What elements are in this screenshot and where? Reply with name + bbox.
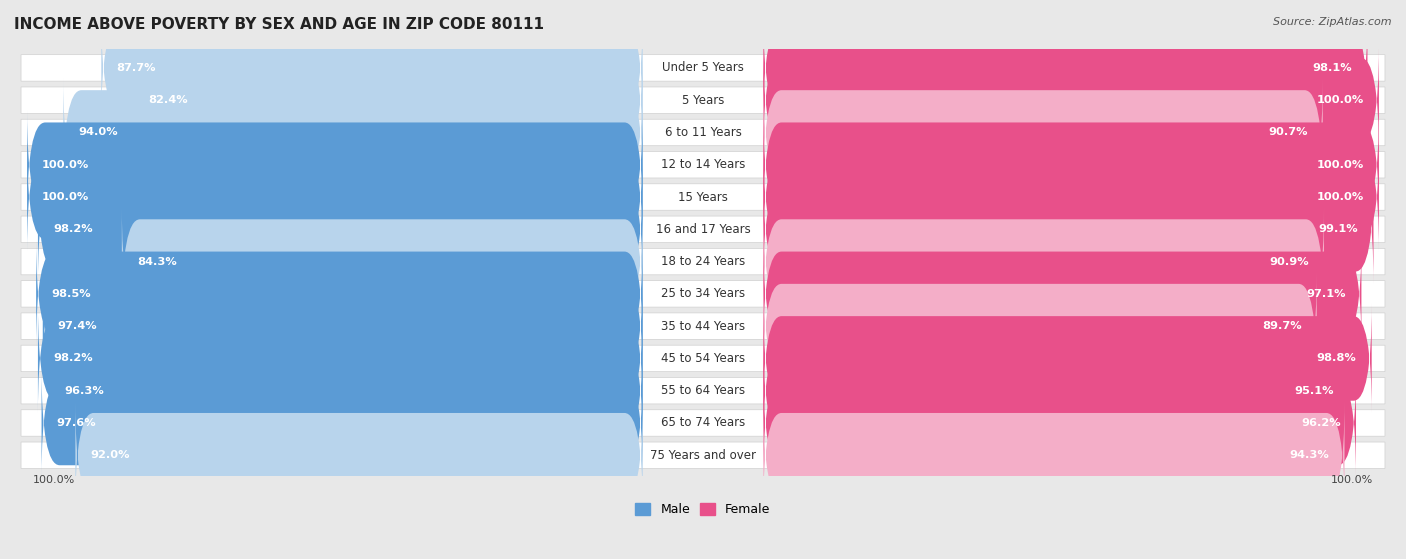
- FancyBboxPatch shape: [122, 207, 643, 316]
- Text: 90.7%: 90.7%: [1268, 127, 1308, 138]
- FancyBboxPatch shape: [763, 143, 1379, 252]
- Text: 6 to 11 Years: 6 to 11 Years: [665, 126, 741, 139]
- Text: 100.0%: 100.0%: [42, 192, 90, 202]
- FancyBboxPatch shape: [763, 304, 1372, 413]
- FancyBboxPatch shape: [49, 336, 643, 446]
- FancyBboxPatch shape: [63, 78, 643, 187]
- FancyBboxPatch shape: [21, 281, 1385, 307]
- Text: 100.0%: 100.0%: [1316, 95, 1364, 105]
- FancyBboxPatch shape: [763, 78, 1323, 187]
- Text: 35 to 44 Years: 35 to 44 Years: [661, 320, 745, 333]
- Text: 100.0%: 100.0%: [34, 475, 76, 485]
- Text: 15 Years: 15 Years: [678, 191, 728, 203]
- Text: 97.1%: 97.1%: [1306, 289, 1347, 299]
- FancyBboxPatch shape: [134, 46, 643, 155]
- Text: 12 to 14 Years: 12 to 14 Years: [661, 158, 745, 171]
- Text: 87.7%: 87.7%: [117, 63, 156, 73]
- Text: 45 to 54 Years: 45 to 54 Years: [661, 352, 745, 365]
- FancyBboxPatch shape: [37, 239, 643, 348]
- Text: 65 to 74 Years: 65 to 74 Years: [661, 416, 745, 429]
- FancyBboxPatch shape: [21, 248, 1385, 275]
- FancyBboxPatch shape: [763, 46, 1379, 155]
- FancyBboxPatch shape: [42, 272, 643, 381]
- Legend: Male, Female: Male, Female: [630, 498, 776, 522]
- Text: 84.3%: 84.3%: [136, 257, 177, 267]
- FancyBboxPatch shape: [763, 336, 1350, 446]
- Text: 16 and 17 Years: 16 and 17 Years: [655, 223, 751, 236]
- FancyBboxPatch shape: [21, 410, 1385, 436]
- Text: 5 Years: 5 Years: [682, 94, 724, 107]
- FancyBboxPatch shape: [21, 55, 1385, 81]
- Text: 18 to 24 Years: 18 to 24 Years: [661, 255, 745, 268]
- FancyBboxPatch shape: [38, 175, 643, 284]
- FancyBboxPatch shape: [38, 304, 643, 413]
- FancyBboxPatch shape: [763, 175, 1374, 284]
- Text: 55 to 64 Years: 55 to 64 Years: [661, 384, 745, 397]
- FancyBboxPatch shape: [101, 13, 643, 122]
- Text: INCOME ABOVE POVERTY BY SEX AND AGE IN ZIP CODE 80111: INCOME ABOVE POVERTY BY SEX AND AGE IN Z…: [14, 17, 544, 32]
- Text: 100.0%: 100.0%: [1316, 192, 1364, 202]
- FancyBboxPatch shape: [763, 110, 1379, 219]
- FancyBboxPatch shape: [21, 119, 1385, 146]
- FancyBboxPatch shape: [27, 143, 643, 252]
- Text: 25 to 34 Years: 25 to 34 Years: [661, 287, 745, 300]
- Text: 97.4%: 97.4%: [58, 321, 97, 331]
- Text: 89.7%: 89.7%: [1263, 321, 1302, 331]
- Text: 100.0%: 100.0%: [1330, 475, 1372, 485]
- FancyBboxPatch shape: [27, 110, 643, 219]
- Text: 94.0%: 94.0%: [79, 127, 118, 138]
- FancyBboxPatch shape: [21, 345, 1385, 372]
- FancyBboxPatch shape: [21, 442, 1385, 468]
- Text: 99.1%: 99.1%: [1319, 224, 1358, 234]
- Text: 98.1%: 98.1%: [1313, 63, 1353, 73]
- Text: 75 Years and over: 75 Years and over: [650, 449, 756, 462]
- FancyBboxPatch shape: [763, 272, 1317, 381]
- FancyBboxPatch shape: [763, 13, 1368, 122]
- FancyBboxPatch shape: [21, 87, 1385, 113]
- Text: 98.2%: 98.2%: [53, 353, 93, 363]
- Text: 96.3%: 96.3%: [65, 386, 104, 396]
- Text: Under 5 Years: Under 5 Years: [662, 61, 744, 74]
- FancyBboxPatch shape: [21, 313, 1385, 339]
- Text: 82.4%: 82.4%: [149, 95, 188, 105]
- FancyBboxPatch shape: [763, 368, 1355, 477]
- FancyBboxPatch shape: [21, 184, 1385, 210]
- Text: 100.0%: 100.0%: [1316, 160, 1364, 170]
- Text: 96.2%: 96.2%: [1302, 418, 1341, 428]
- Text: Source: ZipAtlas.com: Source: ZipAtlas.com: [1274, 17, 1392, 27]
- FancyBboxPatch shape: [21, 151, 1385, 178]
- Text: 90.9%: 90.9%: [1270, 257, 1309, 267]
- Text: 95.1%: 95.1%: [1295, 386, 1334, 396]
- FancyBboxPatch shape: [42, 368, 643, 477]
- Text: 98.8%: 98.8%: [1317, 353, 1357, 363]
- Text: 98.5%: 98.5%: [51, 289, 91, 299]
- FancyBboxPatch shape: [763, 207, 1324, 316]
- Text: 94.3%: 94.3%: [1289, 450, 1330, 460]
- Text: 97.6%: 97.6%: [56, 418, 96, 428]
- FancyBboxPatch shape: [21, 377, 1385, 404]
- Text: 100.0%: 100.0%: [42, 160, 90, 170]
- FancyBboxPatch shape: [76, 401, 643, 510]
- Text: 98.2%: 98.2%: [53, 224, 93, 234]
- FancyBboxPatch shape: [763, 401, 1344, 510]
- Text: 92.0%: 92.0%: [90, 450, 129, 460]
- FancyBboxPatch shape: [763, 239, 1361, 348]
- FancyBboxPatch shape: [21, 216, 1385, 243]
